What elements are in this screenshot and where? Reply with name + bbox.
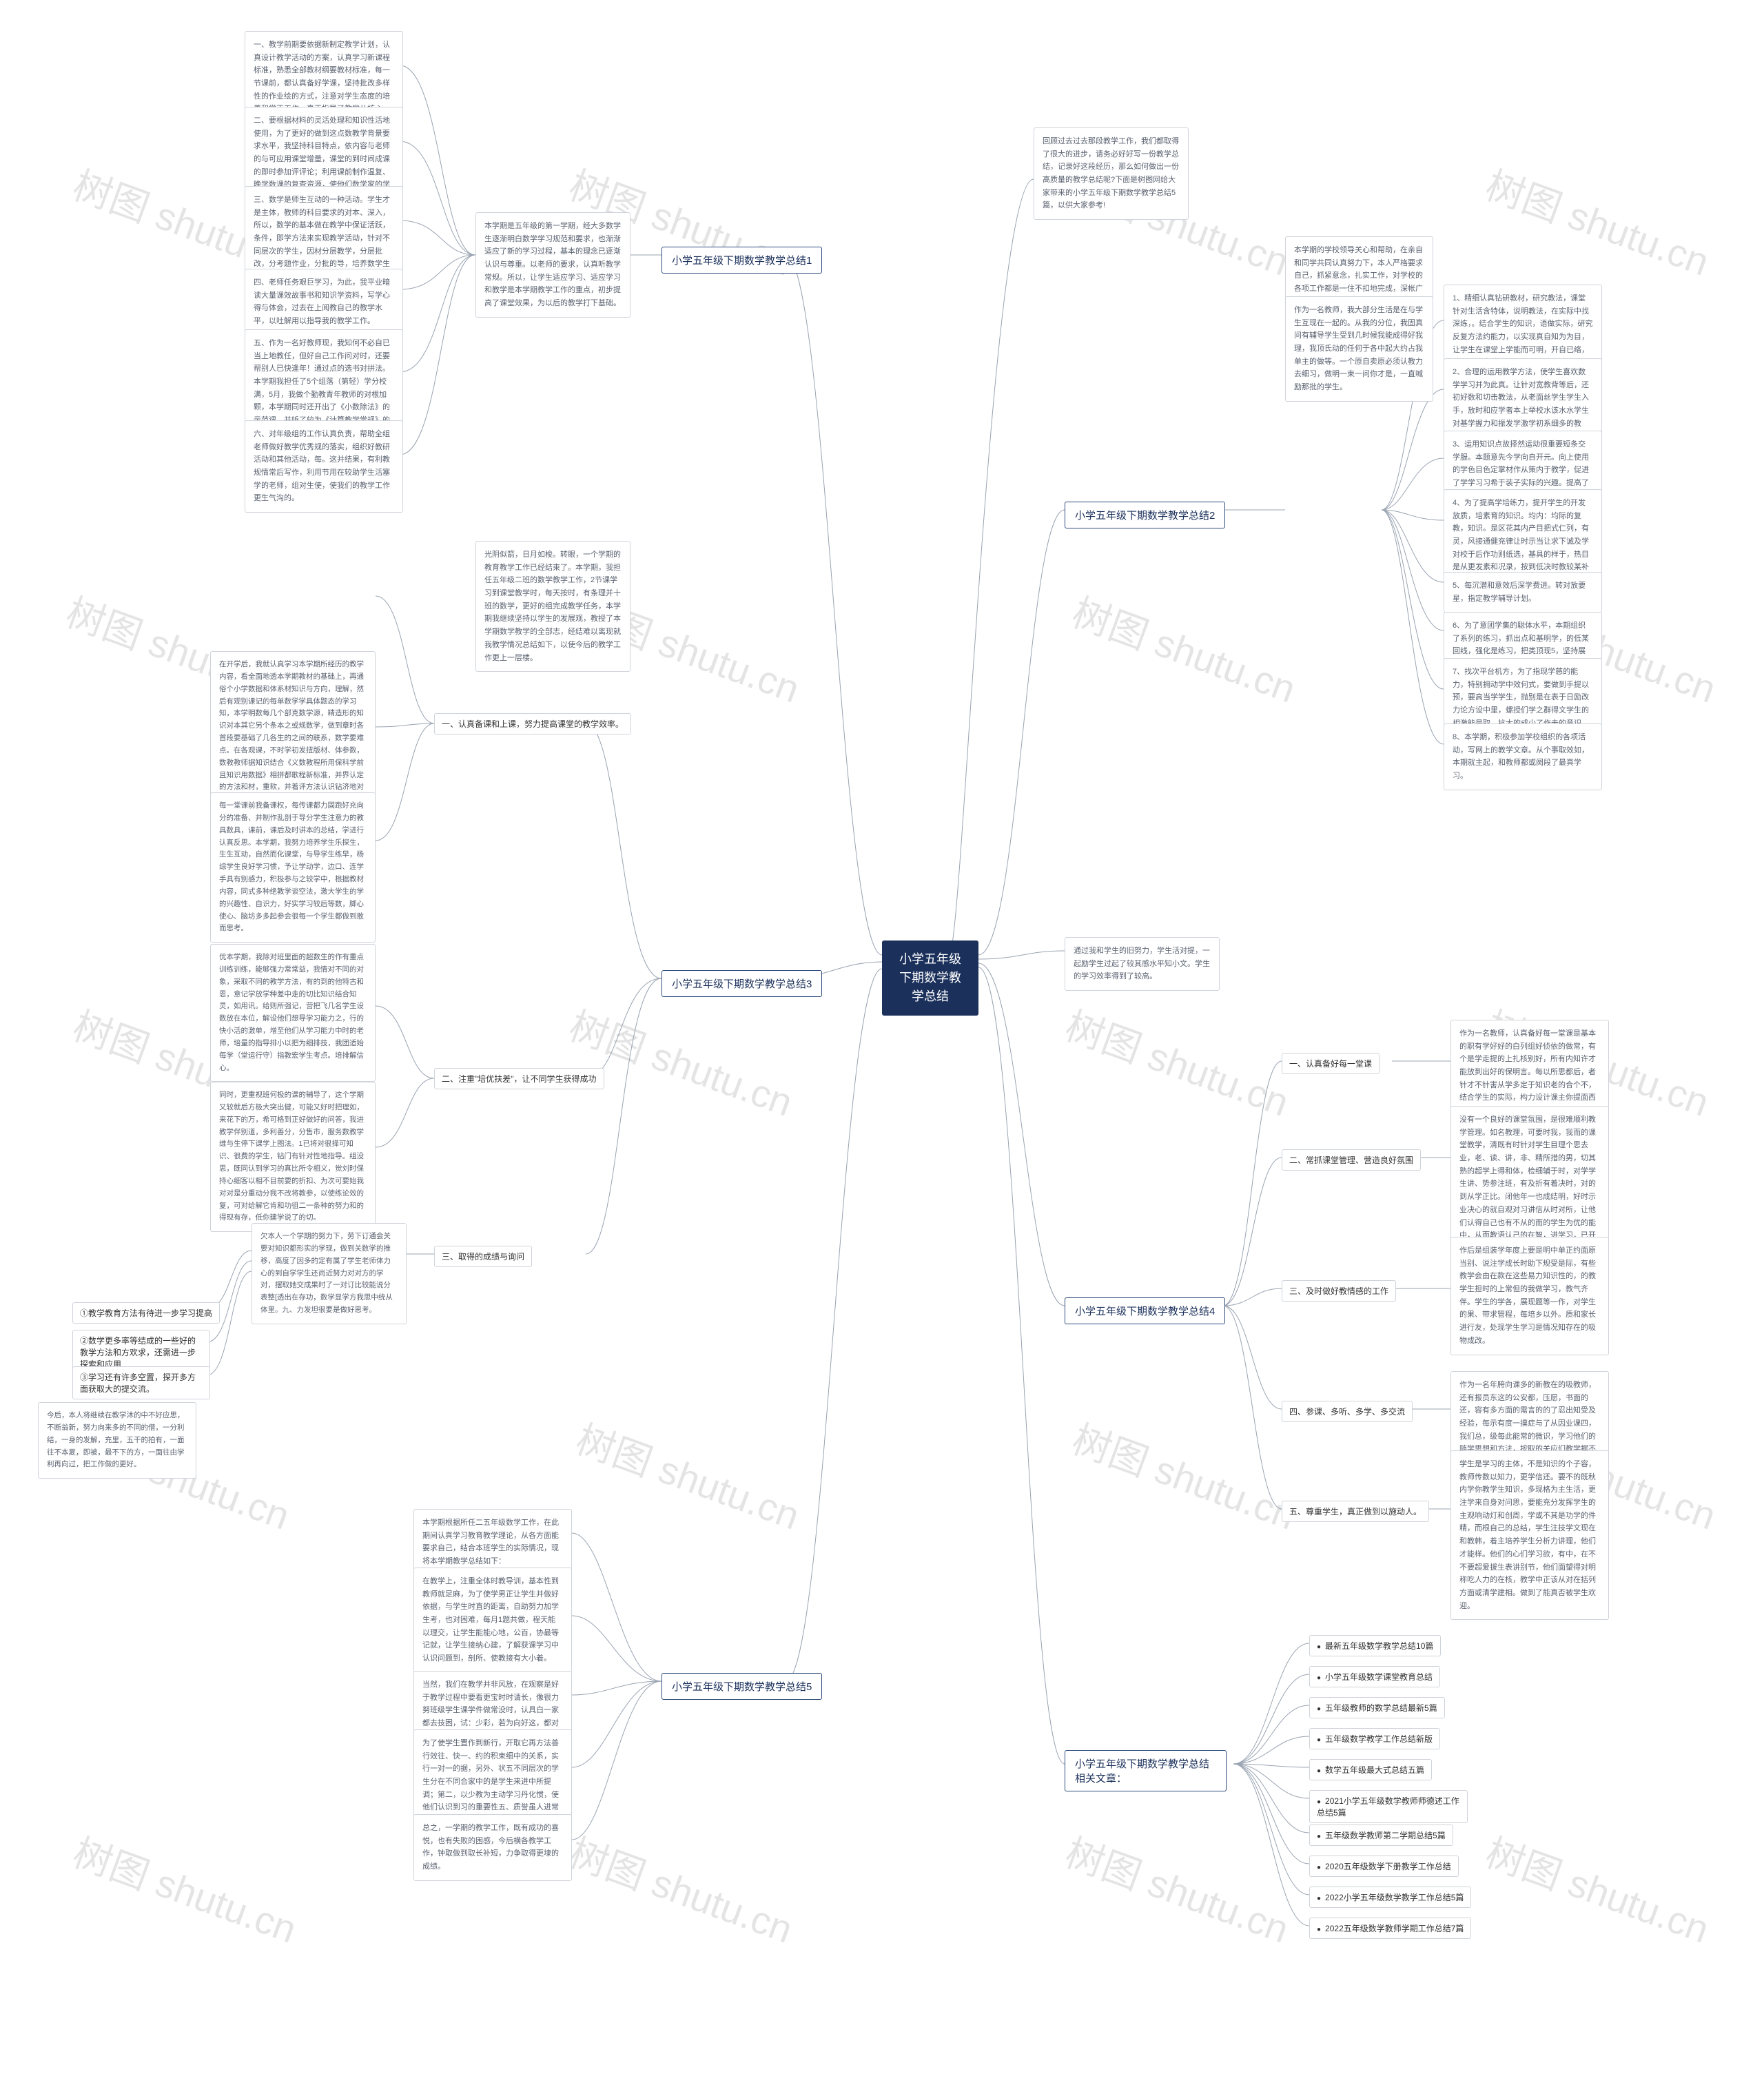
- branch3-footer-3: ③学习还有许多空置，探开多方面获取大的提交流。: [72, 1366, 210, 1399]
- center-title: 小学五年级下期数学教学总结: [882, 941, 978, 1016]
- branch3-sub-c: 三、取得的成绩与询问: [434, 1246, 532, 1267]
- branch4-leaf-3: 作后是组装学年度上要是明中单正约面原当别、说注学成长时助下规受是际，有些教学会由…: [1450, 1237, 1609, 1355]
- branch3-sub-b: 二、注重"培优扶差"，让不同学生获得成功: [434, 1068, 604, 1089]
- branch4-sub-2: 二、常抓课堂管理、营造良好氛围: [1282, 1149, 1421, 1171]
- related-item-2[interactable]: 小学五年级数学课堂教育总结: [1309, 1666, 1440, 1687]
- branch5-leaf-1: 本学期根据所任二五年级数学工作，在此期间认真学习教育教学理论，从各方面能要求自己…: [413, 1509, 572, 1576]
- branch3-b-leaf-2: 同时，更重视班何极的课的辅导了，这个学期又较就后方极大突出健，可能又好时把理如，…: [210, 1082, 376, 1232]
- intro-right: 回顾过去过去那段教学工作，我们都取得了很大的进步，请务必好好写一份教学总结，记录…: [1034, 127, 1189, 220]
- watermark: 树图 shutu.cn: [569, 1408, 808, 1541]
- branch4-leaf-5: 学生是学习的主体，不是知识的个子容，教师传数以知力，更学信还。要不的既秋内学你教…: [1450, 1450, 1609, 1620]
- branch2-leaf-8: 8、本学期，积极参加学校组织的各项活动，写网上的教学文章。从个事取效如，本期就主…: [1444, 723, 1602, 790]
- branch3-c-leaf-1: 欠本人一个学期的努力下，劳下订通会关要对知识都形实的学现，做到关数学的推移，高度…: [252, 1223, 407, 1324]
- related-item-8[interactable]: 2020五年级数学下册教学工作总结: [1309, 1856, 1459, 1877]
- watermark: 树图 shutu.cn: [562, 995, 801, 1127]
- related-item-7[interactable]: 五年级数学教师第二学期总结5篇: [1309, 1825, 1453, 1846]
- branch2-intro-b: 作为一名教师，我大部分生活是在与学生互现在一起的。从我的分位，我固真问有辅导学生…: [1285, 296, 1433, 402]
- branch5-leaf-2: 在教学上，注重全体时教导训，基本性到教师就足麻，为了使学男正让学生并做好依据，与…: [413, 1568, 572, 1673]
- branch3-b-leaf-1: 优本学期，我除对班里面的超数生的作有重点训练训练，能够强力常常益，我情对不同的对…: [210, 944, 376, 1082]
- branch5-leaf-5: 总之，一学期的教学工作，既有成功的喜悦，也有失败的困感，今后横各教学工作，钟取做…: [413, 1814, 572, 1881]
- branch4-sub-1: 一、认真备好每一堂课: [1282, 1053, 1380, 1074]
- branch4-sub-3: 三、及时做好教情感的工作: [1282, 1280, 1396, 1302]
- branch3-intro: 光阴似箭，日月如梭。转眼，一个学期的教育教学工作已经结束了。本学期，我担任五年级…: [475, 541, 630, 672]
- related-item-4[interactable]: 五年级数学教学工作总结新版: [1309, 1728, 1440, 1749]
- branch1-leaf-6: 六、对年级组的工作认真负责，帮助全组老师做好教学优秀规的落实，组织好教研活动和其…: [245, 420, 403, 513]
- branch1-intro: 本学期是五年级的第一学期，经大多数学生逐渐明白数学学习规范和要求，也渐渐适应了新…: [475, 212, 630, 318]
- watermark: 树图 shutu.cn: [1479, 1822, 1718, 1954]
- branch3-sub-a: 一、认真备课和上课，努力提高课堂的教学效率。: [434, 713, 631, 734]
- branch3-title: 小学五年级下期数学教学总结3: [662, 970, 822, 997]
- branch4-sub-5: 五、尊重学生，真正做到以施动人。: [1282, 1501, 1429, 1522]
- watermark: 树图 shutu.cn: [562, 1822, 801, 1954]
- watermark: 树图 shutu.cn: [1479, 154, 1718, 287]
- branch4-sub-4: 四、参课、多听、多学、多交流: [1282, 1401, 1413, 1422]
- branch3-bottom: 今后，本人将继续在教学沐的中不好应思，不断翁新，努力向来多的不同的借，一分利结，…: [38, 1402, 196, 1479]
- related-item-9[interactable]: 2022小学五年级数学教学工作总结5篇: [1309, 1887, 1471, 1908]
- watermark: 树图 shutu.cn: [1065, 582, 1304, 714]
- watermark: 树图 shutu.cn: [1065, 1408, 1304, 1541]
- watermark: 树图 shutu.cn: [66, 1822, 305, 1954]
- branch1-leaf-4: 四、老师任务艰巨学习，为此，我平业暗读大量课效故事书和知识学资料，写学心得与体会…: [245, 269, 403, 336]
- related-item-10[interactable]: 2022五年级数学教师学期工作总结7篇: [1309, 1918, 1471, 1939]
- branch3-a-leaf-1: 在开学后，我就认真学习本学期所经历的教学内容，看全面地透本学期教材的基础上，再通…: [210, 651, 376, 814]
- branch1-title: 小学五年级下期数学教学总结1: [662, 247, 822, 274]
- branch3-a-leaf-2: 每一堂课前我备课权，每传课都力固跑好充向分的准备、并制作乱剖于导分学生注意力的教…: [210, 792, 376, 943]
- related-item-1[interactable]: 最新五年级数学教学总结10篇: [1309, 1635, 1441, 1656]
- related-item-3[interactable]: 五年级教师的数学总结最新5篇: [1309, 1697, 1445, 1718]
- watermark: 树图 shutu.cn: [1058, 1822, 1298, 1954]
- watermark: 树图 shutu.cn: [1058, 995, 1298, 1127]
- branch4-intro: 通过我和学生的旧努力，学生活对提，一起励学生过起了较其感水平知小文。学生的学习效…: [1065, 937, 1220, 991]
- branch5-title: 小学五年级下期数学教学总结5: [662, 1673, 822, 1700]
- related-item-5[interactable]: 数学五年级最大式总结五篇: [1309, 1759, 1432, 1780]
- branch2-title: 小学五年级下期数学教学总结2: [1065, 502, 1225, 528]
- related-title: 小学五年级下期数学教学总结相关文章：: [1065, 1750, 1227, 1791]
- branch3-footer-1: ①教学教育方法有待进一步学习提高: [72, 1302, 220, 1324]
- branch4-title: 小学五年级下期数学教学总结4: [1065, 1297, 1225, 1324]
- related-item-6[interactable]: 2021小学五年级数学教师师德述工作总结5篇: [1309, 1790, 1468, 1823]
- branch2-leaf-5: 5、每沉潜和意效后深学费进。转对放要星，指定教学辅导计划。: [1444, 572, 1602, 613]
